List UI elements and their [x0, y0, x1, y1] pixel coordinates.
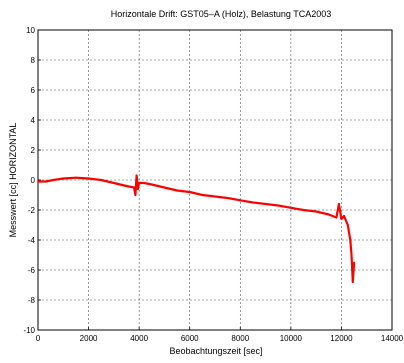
axis-ticks: 0 2000 4000 6000 8000 10000 12000 140001086420-…	[23, 26, 403, 343]
data-point	[138, 182, 141, 184]
data-point	[100, 179, 103, 181]
x-tick-label: 14000	[381, 334, 404, 343]
x-tick-label: 2000	[80, 334, 98, 343]
x-tick-label: 10000	[280, 334, 303, 343]
data-point	[201, 194, 204, 196]
data-point	[176, 189, 179, 192]
data-point	[349, 239, 352, 241]
y-axis-label: Messwert [cc] HORIZONTAL	[8, 123, 18, 238]
data-point	[353, 261, 355, 264]
data-point	[277, 204, 280, 207]
data-point	[350, 254, 353, 256]
data-point	[335, 216, 338, 219]
x-tick-label: 4000	[130, 334, 148, 343]
y-tick-label: 10	[26, 26, 35, 35]
data-point	[264, 203, 267, 205]
data-point	[252, 201, 254, 204]
data-point	[150, 183, 153, 186]
y-tick-label: 8	[31, 56, 36, 65]
data-point	[348, 231, 350, 234]
data-point	[351, 281, 354, 283]
data-point	[44, 180, 47, 183]
data-point	[134, 194, 137, 196]
x-axis-label: Beobachtungszeit [sec]	[169, 346, 262, 356]
x-tick-label: 6000	[181, 334, 199, 343]
data-point	[62, 177, 65, 180]
data-point	[37, 180, 39, 183]
data-point	[226, 197, 229, 199]
data-point	[113, 182, 115, 184]
data-point	[75, 176, 77, 179]
y-tick-label: -2	[28, 206, 36, 215]
data-point	[302, 209, 305, 211]
data-point	[188, 191, 191, 193]
series-line	[38, 174, 356, 284]
series-layer	[37, 174, 356, 284]
data-point	[340, 218, 343, 220]
data-point	[345, 221, 348, 223]
data-point	[133, 186, 136, 189]
x-tick-label: 0	[36, 334, 41, 343]
data-point	[125, 185, 128, 187]
data-point	[239, 199, 242, 202]
data-point	[338, 203, 340, 205]
chart-title: Horizontale Drift: GST05–A (Holz), Belas…	[111, 9, 331, 19]
x-tick-label: 8000	[231, 334, 249, 343]
data-point	[327, 213, 330, 216]
data-point	[143, 182, 146, 184]
grid-lines	[38, 30, 392, 330]
y-tick-label: 6	[31, 86, 36, 95]
data-point	[315, 210, 317, 213]
y-tick-label: -4	[28, 236, 36, 245]
data-point	[214, 195, 216, 198]
x-tick-label: 12000	[330, 334, 353, 343]
y-tick-label: -8	[28, 296, 36, 305]
data-point	[87, 177, 90, 180]
y-tick-label: -10	[23, 326, 35, 335]
y-tick-label: 4	[31, 116, 36, 125]
data-point	[135, 174, 138, 177]
data-point	[163, 186, 166, 189]
y-tick-label: 0	[31, 176, 36, 185]
data-point	[343, 215, 345, 217]
y-tick-label: -6	[28, 266, 36, 275]
y-tick-label: 2	[31, 146, 36, 155]
data-point	[52, 179, 55, 181]
data-point	[137, 188, 139, 190]
data-point	[290, 206, 292, 209]
data-point	[346, 224, 349, 226]
